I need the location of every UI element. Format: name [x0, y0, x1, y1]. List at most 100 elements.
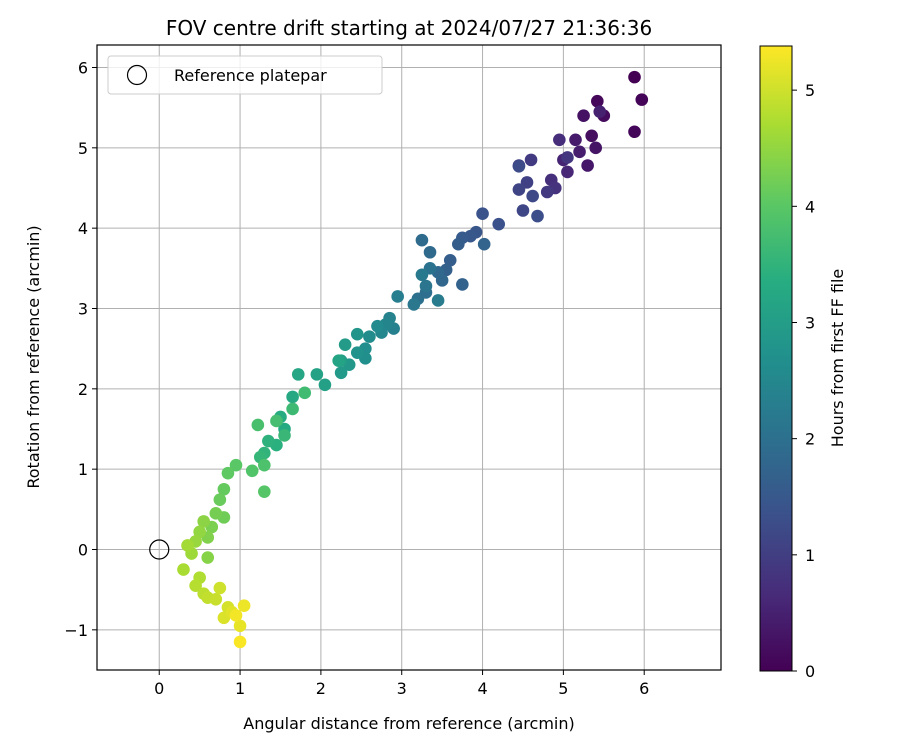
data-point [423, 245, 437, 259]
y-tick-label: −1 [64, 621, 88, 640]
y-tick-label: 1 [78, 460, 88, 479]
data-point [262, 434, 275, 448]
data-point [363, 330, 376, 343]
y-tick-label: 4 [78, 219, 88, 238]
legend-marker-reference [126, 64, 148, 86]
data-point [512, 160, 526, 173]
data-point [431, 294, 445, 307]
data-point [237, 599, 251, 613]
data-point [193, 525, 206, 539]
data-point [443, 253, 457, 267]
data-point [286, 402, 299, 416]
data-point [561, 165, 574, 179]
grid [97, 45, 721, 670]
y-tick-label: 0 [78, 540, 88, 559]
colorbar-tick-label: 0 [805, 662, 815, 681]
data-point [581, 159, 594, 172]
data-point [520, 176, 534, 189]
data-point [531, 209, 544, 223]
data-point [177, 563, 190, 576]
data-point [415, 268, 429, 282]
data-point [270, 414, 283, 428]
legend: Reference platepar [107, 55, 383, 95]
plot-frame [96, 44, 722, 671]
data-point [334, 366, 348, 380]
y-axis-label: Rotation from reference (arcmin) [24, 225, 43, 488]
data-point [452, 237, 465, 251]
data-point [278, 429, 291, 442]
data-point [585, 129, 598, 143]
x-tick-label: 6 [639, 679, 649, 698]
data-point [197, 515, 210, 528]
data-point [419, 279, 433, 293]
data-point [593, 105, 607, 118]
data-point [213, 581, 227, 595]
data-point [291, 368, 305, 381]
data-point [318, 378, 332, 392]
data-point [350, 346, 364, 359]
data-point [209, 593, 223, 606]
data-point [635, 93, 649, 106]
x-tick-label: 1 [235, 679, 245, 698]
data-point [258, 458, 271, 472]
data-point [213, 493, 227, 506]
data-point [181, 539, 194, 552]
y-tick-label: 6 [78, 58, 88, 77]
data-point [233, 635, 247, 649]
x-axis-label: Angular distance from reference (arcmin) [243, 714, 574, 733]
data-point [229, 458, 243, 472]
data-point [407, 298, 421, 311]
reference-platepar-marker [149, 539, 170, 560]
data-point [577, 109, 590, 122]
x-tick-label: 5 [558, 679, 568, 698]
colorbar-ticks: 0 1 2 3 4 5 [792, 81, 815, 681]
data-point [526, 189, 539, 203]
data-point [251, 418, 265, 432]
y-tick-label: 2 [78, 380, 88, 399]
data-point [298, 386, 312, 400]
data-point [476, 207, 489, 221]
data-point [589, 141, 603, 155]
data-point [569, 133, 582, 147]
chart-title: FOV centre drift starting at 2024/07/27 … [166, 16, 652, 40]
y-tick-label: 5 [78, 139, 88, 158]
legend-label-reference: Reference platepar [174, 66, 327, 85]
data-point [516, 204, 530, 217]
x-tick-label: 3 [397, 679, 407, 698]
data-point [561, 151, 574, 164]
data-point [201, 551, 215, 564]
data-point [258, 485, 271, 498]
legend-box [107, 55, 383, 95]
data-point [229, 609, 243, 622]
data-point [512, 183, 526, 196]
data-point [209, 507, 223, 520]
x-tick-label: 0 [154, 679, 164, 698]
data-point [310, 368, 324, 381]
data-point [415, 233, 429, 247]
data-point [189, 579, 202, 592]
colorbar-tick-label: 2 [805, 430, 815, 449]
data-point [628, 125, 641, 139]
data-point [338, 338, 352, 351]
x-axis-ticks: 0 1 2 3 4 5 6 [154, 670, 649, 698]
data-point [233, 619, 247, 633]
data-point [477, 237, 491, 251]
data-point [217, 482, 231, 496]
y-tick-label: 3 [78, 299, 88, 318]
data-point [332, 354, 345, 368]
colorbar-tick-label: 3 [805, 313, 815, 332]
data-point [286, 390, 299, 404]
x-tick-label: 2 [316, 679, 326, 698]
data-point [573, 145, 586, 159]
data-point [245, 464, 259, 478]
colorbar-gradient [759, 45, 793, 672]
data-points [149, 70, 649, 649]
x-tick-label: 4 [477, 679, 487, 698]
data-point [391, 290, 404, 303]
data-point [540, 185, 554, 199]
data-point [553, 133, 566, 147]
data-point [350, 327, 364, 341]
data-point [628, 70, 641, 84]
data-point [524, 153, 538, 167]
